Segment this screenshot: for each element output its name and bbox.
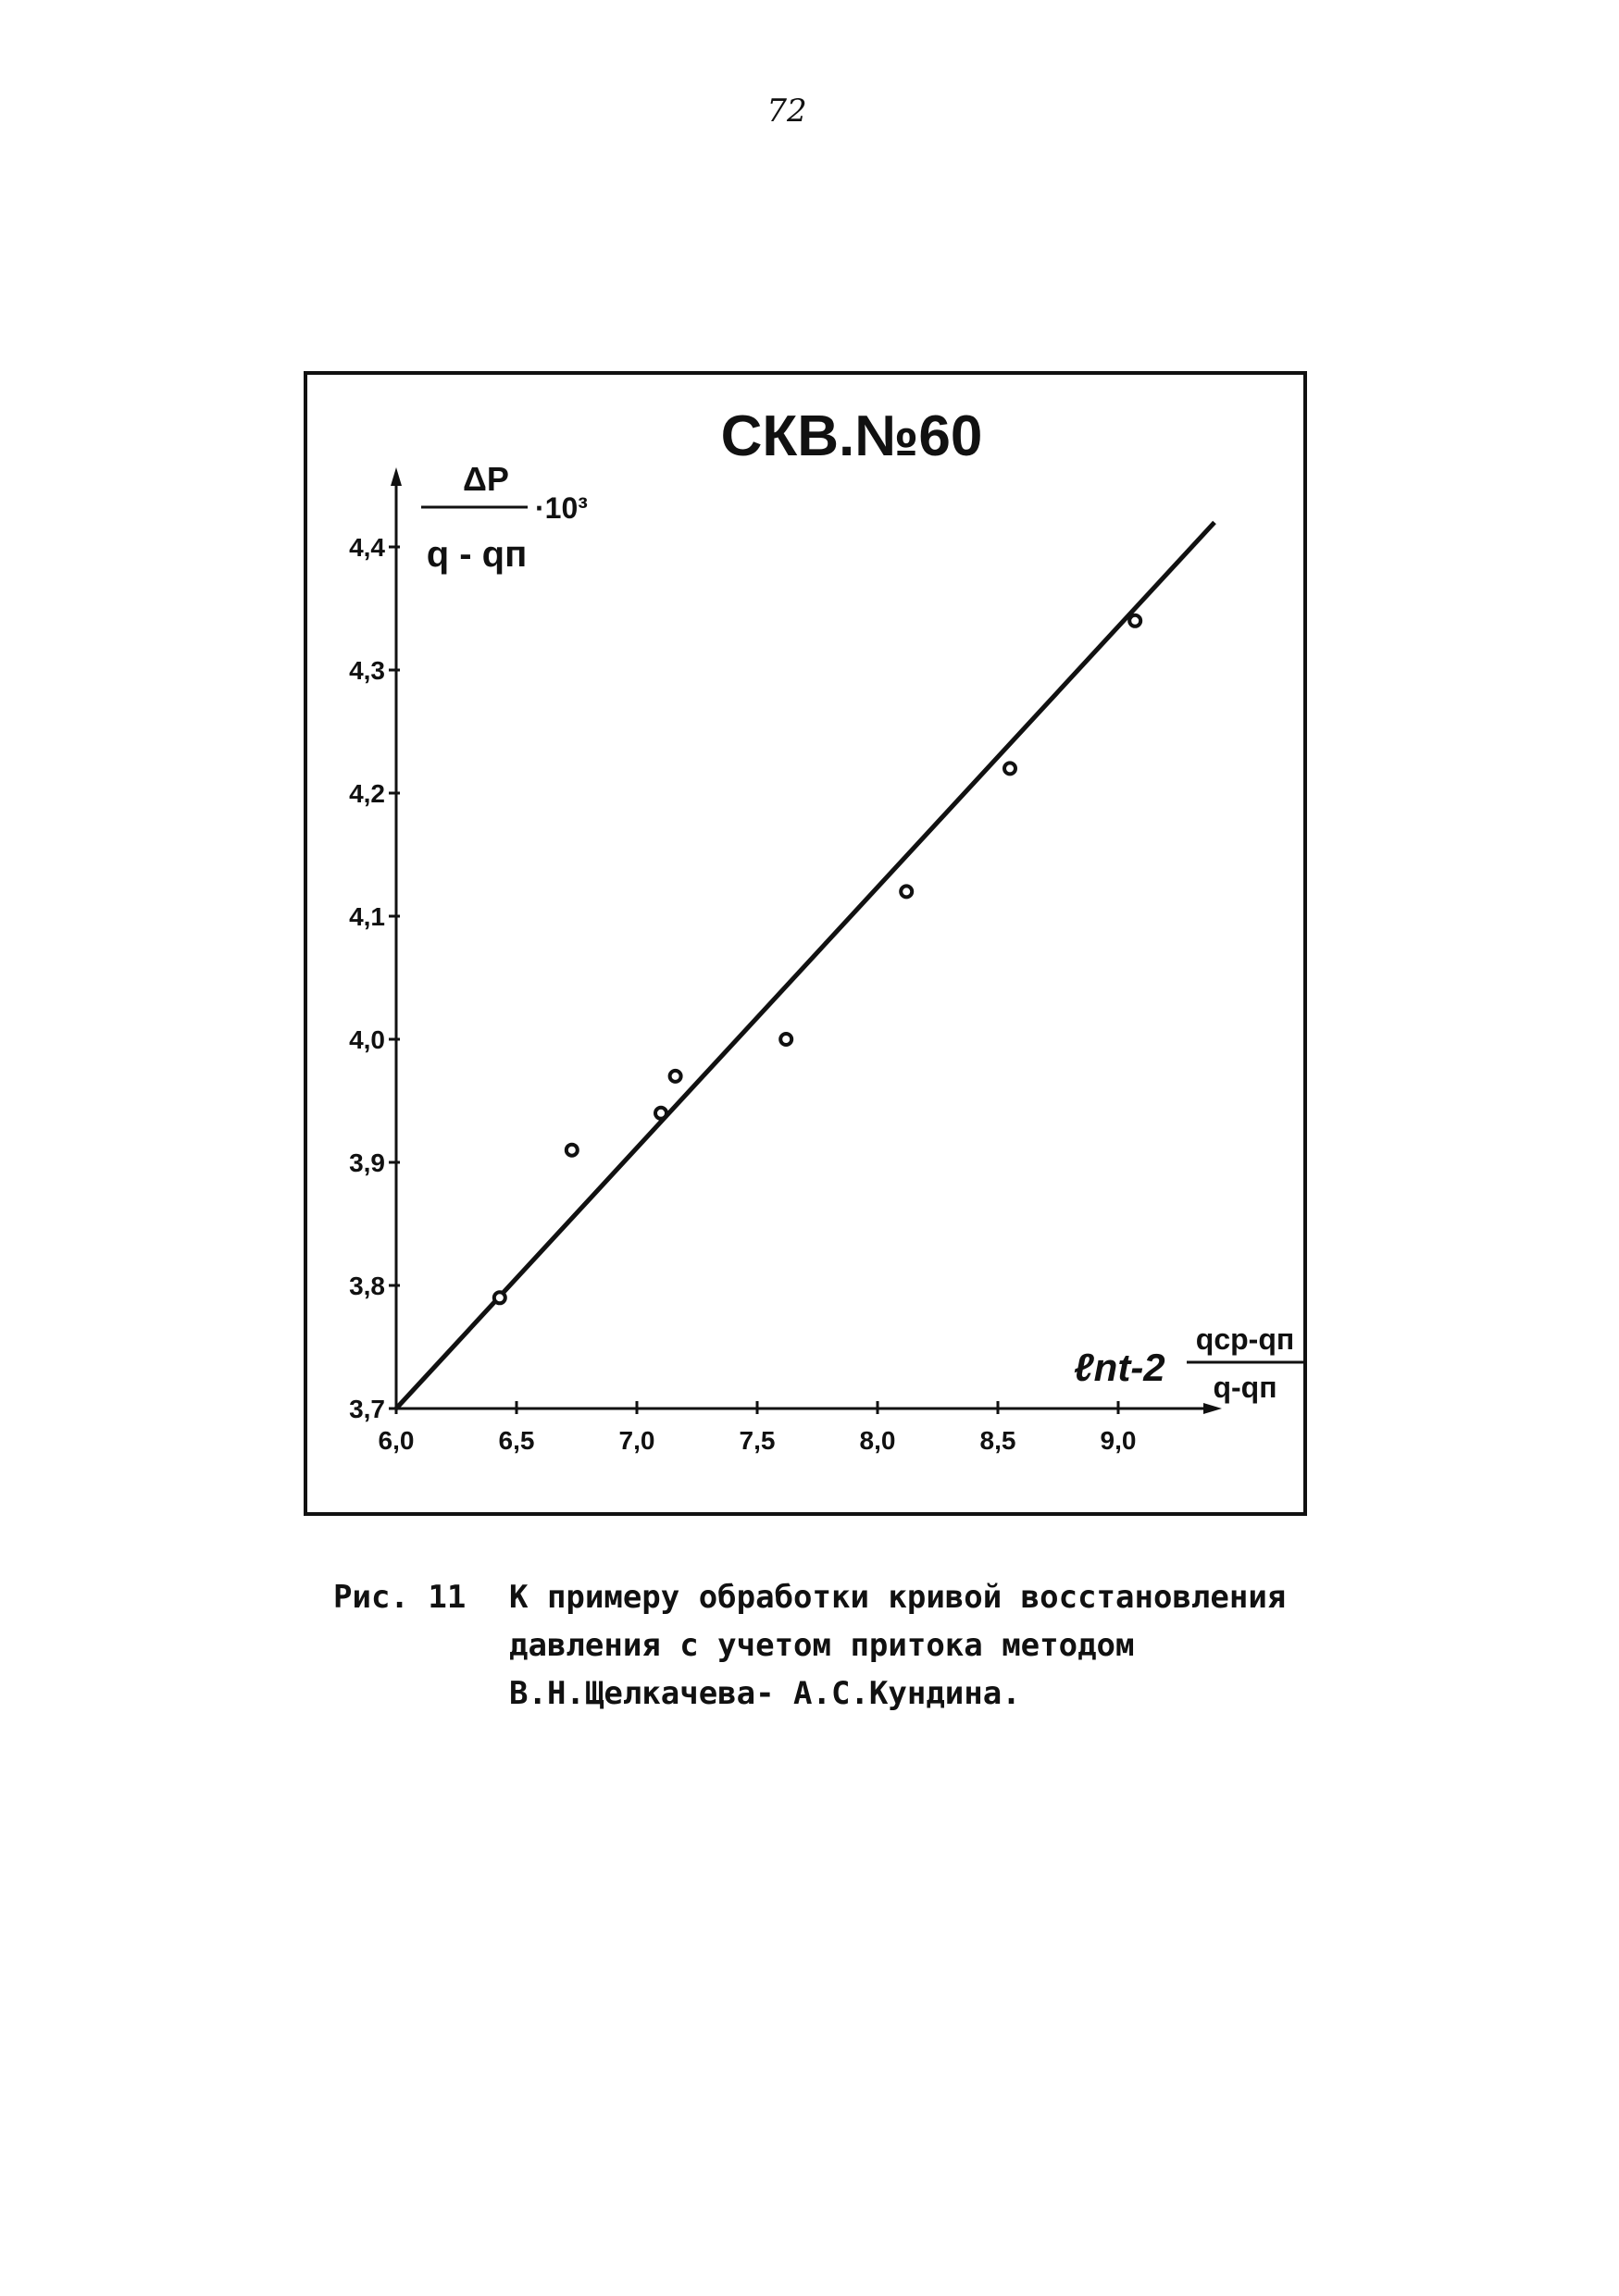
y-axis-arrow <box>391 467 402 486</box>
y-axis-label: ΔP q - qп ·10³ <box>421 460 588 575</box>
page-number: 72 <box>766 93 807 130</box>
caption-text: К примеру обработки кривой восстановлени… <box>509 1579 1287 1712</box>
y-tick-label: 4,2 <box>349 779 385 808</box>
chart-border <box>304 371 1307 1516</box>
x-tick-label: 6,0 <box>379 1426 415 1455</box>
x-tick-label: 8,0 <box>860 1426 896 1455</box>
y-tick-label: 4,0 <box>349 1025 385 1054</box>
data-point <box>1003 761 1017 776</box>
x-tick-label: 9,0 <box>1101 1426 1137 1455</box>
data-point <box>1127 613 1143 628</box>
y-tick-label: 3,8 <box>349 1272 385 1300</box>
x-tick-label: 6,5 <box>499 1426 535 1455</box>
data-point <box>654 1105 668 1121</box>
x-tick-label: 8,5 <box>980 1426 1016 1455</box>
y-tick-label: 4,1 <box>349 902 385 931</box>
x-tick-label: 7,0 <box>619 1426 655 1455</box>
fit-line <box>394 520 1216 1410</box>
y-label-numerator: ΔP <box>463 460 509 498</box>
y-label-denominator: q - qп <box>427 534 528 575</box>
y-tick-label: 3,9 <box>349 1148 385 1177</box>
data-point <box>899 884 915 900</box>
data-point <box>667 1068 683 1084</box>
x-axis-label: ℓnt-2 qср-qп q-qп <box>1074 1322 1307 1404</box>
x-label-denominator: q-qп <box>1213 1371 1277 1404</box>
x-label-prefix: ℓnt-2 <box>1074 1346 1165 1389</box>
y-label-multiplier: ·10³ <box>535 491 588 525</box>
y-tick-label: 3,7 <box>349 1395 385 1423</box>
x-axis-arrow <box>1203 1403 1222 1414</box>
caption-label: Рис. 11 <box>333 1579 467 1616</box>
x-tick-label: 7,5 <box>740 1426 776 1455</box>
y-tick-label: 4,3 <box>349 656 385 685</box>
data-point <box>492 1290 507 1306</box>
data-point <box>778 1032 794 1047</box>
y-tick-label: 4,4 <box>349 533 385 562</box>
chart-title: СКВ.№60 <box>721 404 983 468</box>
x-label-numerator: qср-qп <box>1196 1322 1294 1356</box>
data-point <box>564 1142 579 1158</box>
